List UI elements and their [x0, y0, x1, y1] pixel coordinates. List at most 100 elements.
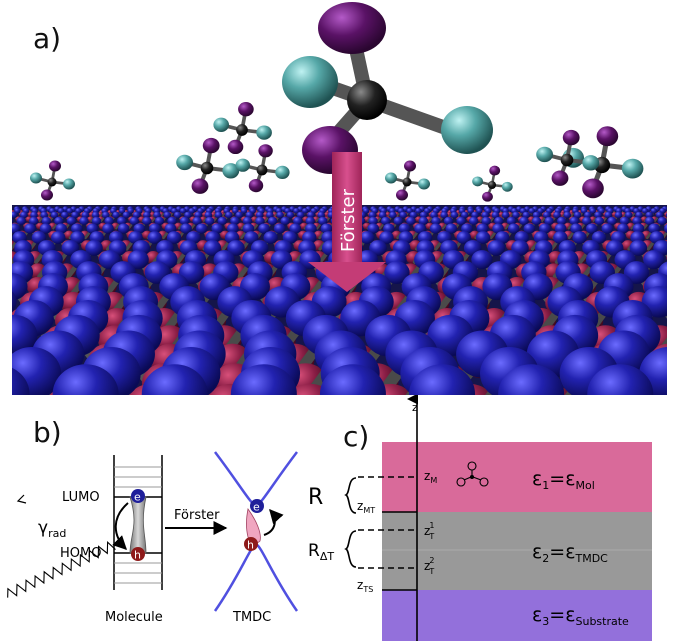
- metal-atom: [318, 216, 328, 226]
- metal-atom: [117, 216, 127, 226]
- tmdc-excitation-arrow: [263, 508, 284, 536]
- metal-atom: [167, 216, 177, 226]
- metal-atom: [286, 211, 295, 219]
- metal-atom: [367, 223, 380, 234]
- metal-atom: [570, 223, 582, 234]
- substrate-layer-region: [382, 590, 652, 641]
- metal-atom: [563, 211, 572, 219]
- molecule: [235, 144, 290, 193]
- panel-c-label: c): [343, 420, 370, 453]
- homo-label: HOMO: [60, 546, 101, 561]
- metal-atom: [655, 211, 664, 219]
- forster-label: Förster: [174, 508, 220, 523]
- metal-atom: [528, 207, 536, 214]
- metal-atom: [443, 216, 454, 226]
- metal-atom: [230, 364, 297, 395]
- metal-atom: [594, 216, 605, 226]
- RdT-brace: [344, 530, 357, 568]
- metal-atom: [235, 211, 243, 219]
- metal-atom: [50, 211, 59, 219]
- metal-atom: [657, 216, 667, 226]
- layer-stack-diagram: z R RΔT zM zMT z1 T z2 T zTS ε1=εMol ε2=εT…: [308, 395, 652, 641]
- metal-atom: [389, 211, 397, 219]
- metal-atom: [12, 367, 30, 395]
- metal-atom: [255, 211, 264, 219]
- metal-atom: [211, 223, 224, 234]
- metal-atom: [305, 216, 315, 226]
- metal-atom: [293, 207, 300, 214]
- metal-atom: [494, 216, 504, 226]
- metal-atom: [557, 216, 567, 226]
- metal-atom: [635, 211, 643, 219]
- metal-atom: [41, 216, 51, 226]
- chalcogen-atom: [666, 254, 667, 261]
- metal-atom: [118, 207, 126, 214]
- metal-atom: [173, 211, 182, 219]
- metal-atom: [431, 216, 441, 226]
- metal-atom: [501, 211, 510, 219]
- metal-atom: [573, 211, 582, 219]
- metal-atom: [263, 231, 278, 245]
- metal-atom: [415, 207, 422, 214]
- metal-atom: [127, 207, 134, 214]
- eps1-label: ε1=εMol: [532, 468, 595, 492]
- metal-atom: [481, 211, 490, 219]
- metal-atom: [583, 211, 592, 219]
- metal-atom: [582, 216, 592, 226]
- metal-atom: [40, 211, 49, 219]
- metal-atom: [645, 211, 654, 219]
- metal-atom: [267, 216, 278, 226]
- metal-atom: [164, 223, 177, 234]
- metal-atom: [117, 223, 130, 234]
- molecule-levels: [113, 455, 163, 590]
- metal-atom: [244, 231, 259, 245]
- metal-atom: [507, 223, 520, 234]
- metal-atom: [617, 223, 629, 234]
- metal-atom: [166, 231, 182, 245]
- molecule-layer-region: [382, 442, 652, 512]
- metal-atom: [102, 211, 110, 219]
- metal-atom: [450, 211, 459, 219]
- metal-atom: [85, 240, 103, 256]
- metal-atom: [147, 231, 162, 245]
- metal-atom: [542, 211, 551, 219]
- tmdc-molecule-rendering: Förster: [12, 2, 667, 395]
- metal-atom: [569, 216, 579, 226]
- metal-atom: [30, 211, 38, 219]
- metal-atom: [289, 223, 302, 234]
- metal-atom: [469, 216, 479, 226]
- zT1-label: z1 T: [424, 521, 434, 541]
- metal-atom: [456, 231, 471, 245]
- metal-atom: [632, 223, 645, 234]
- metal-atom: [378, 211, 387, 219]
- photon-wave: [7, 540, 116, 598]
- metal-atom: [544, 216, 554, 226]
- svg-text:e: e: [253, 501, 260, 514]
- metal-atom: [539, 223, 551, 234]
- metal-atom: [180, 223, 192, 234]
- R-label: R: [308, 485, 323, 510]
- metal-atom: [379, 231, 394, 245]
- metal-atom: [242, 216, 253, 226]
- metal-atom: [429, 223, 442, 234]
- metal-atom: [650, 207, 658, 214]
- metal-atom: [54, 216, 64, 226]
- metal-atom: [52, 364, 119, 395]
- metal-atom: [214, 211, 223, 219]
- metal-atom: [81, 211, 90, 219]
- metal-atom: [179, 207, 187, 214]
- metal-atom: [127, 250, 149, 270]
- metal-atom: [523, 223, 536, 234]
- lumo-label: LUMO: [62, 490, 100, 505]
- metal-atom: [498, 364, 565, 395]
- molecule: [385, 160, 430, 201]
- metal-atom: [301, 207, 309, 214]
- metal-atom: [61, 211, 69, 219]
- metal-atom: [153, 211, 161, 219]
- metal-atom: [91, 216, 102, 226]
- metal-atom: [217, 216, 227, 226]
- metal-atom: [305, 223, 317, 234]
- metal-atom: [317, 211, 325, 219]
- metal-atom: [129, 216, 139, 226]
- metal-atom: [225, 211, 233, 219]
